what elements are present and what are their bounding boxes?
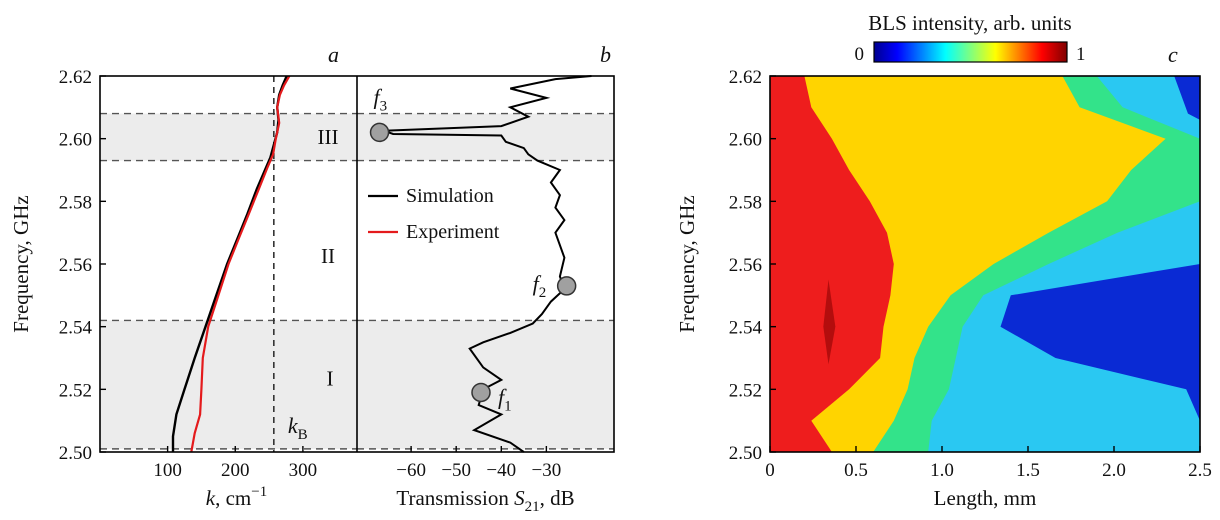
x-axis-label-b: Transmission S21, dB bbox=[396, 486, 574, 515]
band-III-shade-b bbox=[357, 113, 614, 161]
x-label-b-post: , dB bbox=[540, 486, 575, 510]
band-I-shade-a bbox=[100, 320, 357, 449]
region-label-II: II bbox=[321, 244, 335, 268]
x-tick-label-c-4: 2.0 bbox=[1102, 460, 1126, 481]
legend-label-simulation: Simulation bbox=[406, 185, 494, 207]
x-label-b-sub: 21 bbox=[525, 499, 540, 515]
y-tick-label-c-1: 2.52 bbox=[729, 380, 762, 401]
y-tick-label-c-5: 2.60 bbox=[729, 130, 762, 151]
axis-ticks-c: 0 0.5 1.0 1.5 2.0 2.5 2.50 2.52 2.54 2.56 2.58 2.60… bbox=[729, 67, 1212, 481]
y-tick-label-a-5: 2.60 bbox=[59, 130, 92, 151]
marker-var-f3: f bbox=[374, 84, 383, 109]
x-tick-label-c-3: 1.5 bbox=[1016, 460, 1040, 481]
y-tick-label-c-0: 2.50 bbox=[729, 443, 762, 464]
x-tick-label-c-5: 2.5 bbox=[1188, 460, 1212, 481]
y-tick-label-a-0: 2.50 bbox=[59, 443, 92, 464]
marker-label-f3: f3 bbox=[374, 84, 388, 114]
x-label-b-pre: Transmission bbox=[396, 486, 514, 510]
y-tick-label-a-4: 2.58 bbox=[59, 192, 92, 213]
marker-f3 bbox=[369, 122, 390, 143]
x-label-a-unit: , cm bbox=[215, 486, 251, 510]
marker-sub-f2: 2 bbox=[539, 285, 547, 301]
y-tick-label-a-1: 2.52 bbox=[59, 380, 92, 401]
y-tick-label-c-3: 2.56 bbox=[729, 255, 762, 276]
marker-f2 bbox=[556, 276, 577, 296]
x-tick-label-c-2: 1.0 bbox=[930, 460, 954, 481]
transmission-line-b bbox=[383, 75, 592, 453]
legend-label-experiment: Experiment bbox=[406, 221, 500, 243]
marker-label-f2: f2 bbox=[533, 271, 547, 301]
y-axis-label-c: Frequency, GHz bbox=[675, 195, 699, 332]
kb-var: k bbox=[288, 413, 299, 438]
axis-ticks-b: −60 −50 −40 −30 bbox=[396, 446, 561, 481]
kb-label: kB bbox=[288, 413, 308, 443]
marker-label-f1: f1 bbox=[498, 384, 512, 414]
x-tick-label-b-3: −30 bbox=[532, 460, 562, 481]
x-label-a-var: k bbox=[206, 486, 216, 510]
experiment-line-a bbox=[190, 75, 291, 453]
x-tick-label-b-0: −60 bbox=[396, 460, 426, 481]
axis-ticks-a: 100 200 300 2.50 2.52 2.54 2.56 2.58 2.60 2.62 bbox=[59, 67, 317, 481]
panel-letter-c: c bbox=[1168, 42, 1178, 67]
y-tick-label-a-6: 2.62 bbox=[59, 67, 92, 88]
y-tick-label-c-4: 2.58 bbox=[729, 192, 762, 213]
y-tick-label-a-3: 2.56 bbox=[59, 255, 92, 276]
colorbar-title: BLS intensity, arb. units bbox=[868, 11, 1071, 35]
band-boundary-lines-a bbox=[100, 112, 357, 450]
x-tick-label-a-0: 100 bbox=[153, 460, 182, 481]
kb-sub: B bbox=[298, 427, 308, 443]
marker-var-f2: f bbox=[533, 271, 542, 296]
marker-sub-f1: 1 bbox=[504, 398, 512, 414]
x-label-a-sup: −1 bbox=[251, 484, 267, 500]
y-tick-label-c-2: 2.54 bbox=[729, 318, 763, 339]
x-axis-label-a: k, cm−1 bbox=[206, 484, 267, 510]
x-tick-label-c-0: 0 bbox=[765, 460, 775, 481]
x-tick-label-b-1: −50 bbox=[441, 460, 471, 481]
colorbar-max-label: 1 bbox=[1076, 44, 1086, 65]
x-axis-label-c: Length, mm bbox=[934, 486, 1037, 510]
colorbar-min-label: 0 bbox=[855, 44, 865, 65]
level-dark-red bbox=[823, 279, 836, 365]
band-boundary-lines-b bbox=[357, 112, 614, 450]
level-dark-blue-top bbox=[1174, 76, 1200, 120]
band-III-shade-a bbox=[100, 113, 357, 161]
colorbar-gradient bbox=[873, 41, 1068, 63]
y-tick-label-c-6: 2.62 bbox=[729, 67, 762, 88]
region-label-I: I bbox=[327, 366, 334, 390]
x-tick-label-b-2: −40 bbox=[486, 460, 516, 481]
marker-var-f1: f bbox=[498, 384, 507, 409]
x-tick-label-c-1: 0.5 bbox=[844, 460, 868, 481]
x-label-b-var: S bbox=[514, 486, 525, 510]
region-label-III: III bbox=[318, 125, 339, 149]
marker-sub-f3: 3 bbox=[380, 98, 388, 114]
x-tick-label-a-2: 300 bbox=[289, 460, 318, 481]
y-tick-label-a-2: 2.54 bbox=[59, 318, 93, 339]
marker-f1 bbox=[471, 382, 491, 403]
level-dark-blue bbox=[1000, 76, 1200, 452]
bls-heatmap bbox=[770, 76, 1200, 452]
x-tick-label-a-1: 200 bbox=[221, 460, 250, 481]
panel-c-bls-map: 0 0.5 1.0 1.5 2.0 2.5 2.50 2.52 2.54 2.56 2.58 2.60… bbox=[675, 11, 1212, 510]
y-axis-label-a: Frequency, GHz bbox=[9, 195, 33, 332]
panel-letter-b: b bbox=[600, 42, 611, 67]
legend: Simulation Experiment bbox=[368, 185, 500, 243]
colorbar: BLS intensity, arb. units 0 1 bbox=[855, 11, 1086, 65]
panel-letter-a: a bbox=[328, 42, 339, 67]
